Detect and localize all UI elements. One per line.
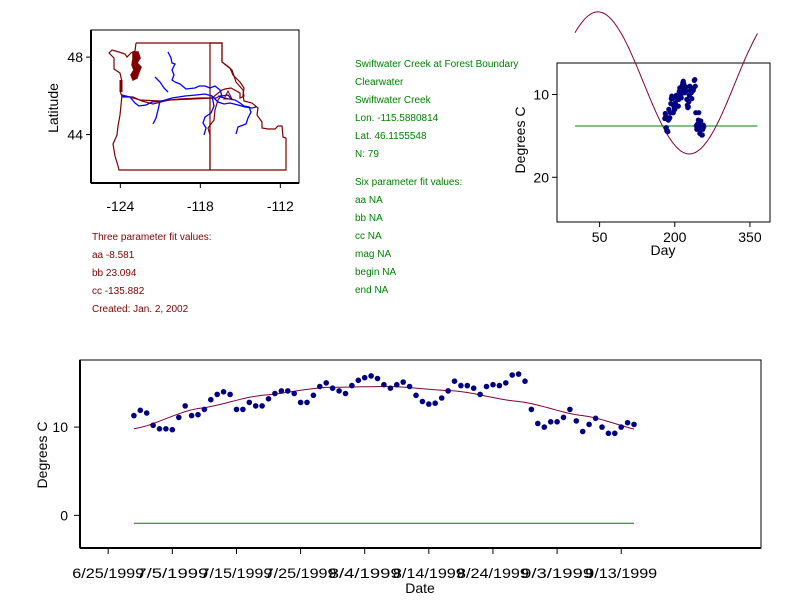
river-columbia: [121, 93, 257, 109]
six-param-begin: begin NA: [355, 267, 397, 278]
six-param-cc: cc NA: [355, 231, 382, 242]
map-xtick-label: -124: [106, 198, 134, 214]
state-border-idaho: [210, 42, 287, 171]
three-param-title: Three parameter fit values:: [92, 232, 212, 243]
site-stream: Swiftwater Creek: [355, 95, 431, 106]
three-param-cc: cc -135.882: [92, 286, 145, 297]
site-n: N: 79: [355, 149, 379, 160]
map-xtick-label: -112: [267, 198, 294, 214]
river-north: [167, 51, 176, 83]
state-border-washington: [108, 42, 245, 105]
six-param-bb: bb NA: [355, 213, 383, 224]
six-param-aa: aa NA: [355, 195, 383, 206]
site-marker-triangle: [223, 89, 233, 100]
map-ytick-label: 48: [67, 49, 83, 65]
three-param-bb: bb 23.094: [92, 268, 137, 279]
map-geography: [108, 42, 287, 171]
river-willamette: [152, 100, 161, 125]
river-snake: [202, 95, 215, 136]
state-border-oregon: [112, 94, 223, 171]
river-upper: [174, 81, 233, 101]
site-lat: Lat. 46.1155548: [355, 131, 427, 142]
map-ytick-label: 44: [67, 127, 83, 143]
created-date: Created: Jan. 2, 2002: [92, 304, 189, 315]
six-param-title: Six parameter fit values:: [355, 177, 463, 188]
puget-sound: [130, 51, 142, 82]
six-param-mag: mag NA: [355, 249, 392, 260]
site-name: Swiftwater Creek at Forest Boundary: [355, 59, 519, 70]
map-xtick-label: -118: [187, 198, 214, 214]
site-lon: Lon. -115.5880814: [355, 113, 439, 124]
river-yakima: [154, 76, 169, 93]
map-ylabel: Latitude: [45, 83, 61, 133]
three-param-aa: aa -8.581: [92, 250, 135, 261]
site-basin: Clearwater: [355, 77, 404, 88]
six-param-end: end NA: [355, 285, 389, 296]
